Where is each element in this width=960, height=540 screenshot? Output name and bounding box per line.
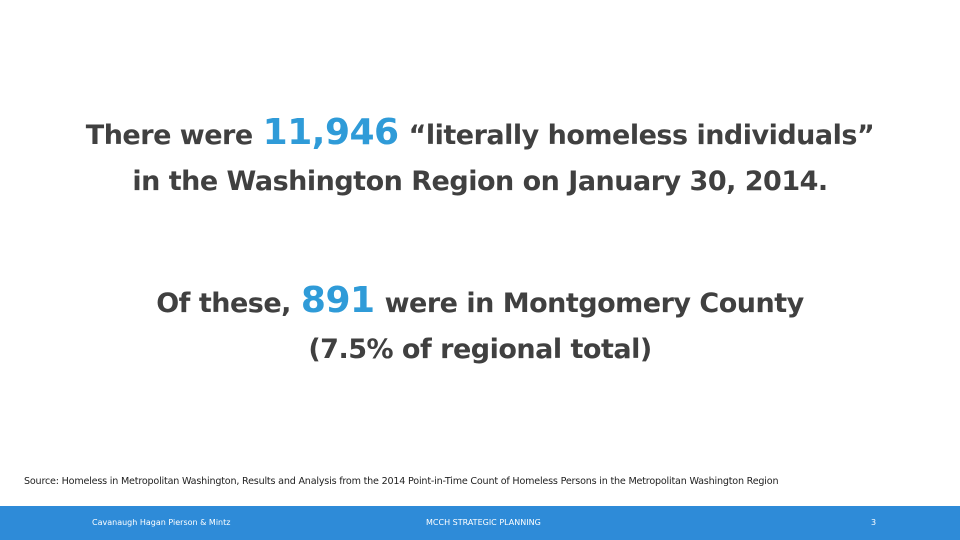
footer-center: MCCH STRATEGIC PLANNING <box>426 518 541 527</box>
statement-line: There were 11,946 “literally homeless indi… <box>0 112 960 153</box>
page-number: 3 <box>871 518 877 527</box>
highlight-number: 11,946 <box>262 112 399 153</box>
text: Of these, <box>156 288 291 319</box>
statement-line: in the Washington Region on January 30, … <box>132 166 828 197</box>
footer-left: Cavanaugh Hagan Pierson & Mintz <box>92 518 231 527</box>
text: There were <box>85 120 253 151</box>
statement-line: Of these, 891 were in Montgomery County <box>0 280 960 321</box>
text: were in Montgomery County <box>384 288 805 319</box>
footer-bar: Cavanaugh Hagan Pierson & Mintz MCCH STR… <box>0 506 960 540</box>
highlight-number: 891 <box>300 280 375 321</box>
text: “literally homeless individuals” <box>408 120 875 151</box>
statement-line: (7.5% of regional total) <box>308 334 652 365</box>
source-note: Source: Homeless in Metropolitan Washing… <box>24 476 779 487</box>
